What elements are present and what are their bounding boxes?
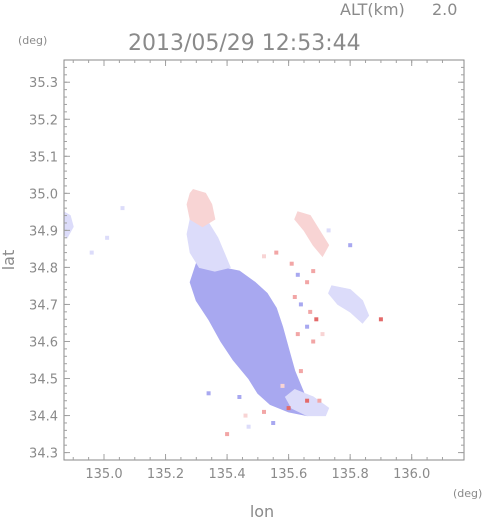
y-tick-label: 34.3 [29,447,58,462]
scatter-point [295,332,300,337]
scatter-point [314,317,319,322]
x-tick-label: 136.0 [393,467,430,482]
scatter-point [295,272,300,277]
scatter-point [292,295,297,299]
altitude-value: 2.0 [432,0,457,19]
map-feature-right-blue-cluster [328,285,370,324]
scatter-point [308,309,313,314]
x-tick-label: 135.4 [208,467,245,482]
y-tick-label: 34.9 [29,224,58,239]
y-axis-label: lat [0,250,18,271]
map-feature-north-red-tip [186,189,216,228]
scatter-point [305,324,310,329]
y-tick-label: 34.7 [29,298,58,313]
scatter-point [311,339,316,344]
x-tick-label: 135.8 [332,467,369,482]
scatter-point [237,395,242,399]
scatter-point [378,317,383,322]
scatter-point [246,424,251,429]
y-tick-label: 34.5 [29,373,58,388]
scatter-point [348,243,353,248]
scatter-point [286,406,291,411]
scatter-point [262,254,266,259]
scatter-point [105,235,110,240]
scatter-point [305,398,310,403]
altitude-label: ALT(km) [340,0,405,19]
scatter-point [326,228,331,233]
scatter-point [298,369,303,374]
scatter-point [289,261,294,266]
y-axis-unit: (deg) [18,34,47,47]
map-features-layer [63,189,370,417]
x-tick-label: 135.6 [270,467,307,482]
x-tick-label: 135.0 [85,467,122,482]
axis-ticks: 135.0 135.2 135.4 135.6 135.8 136.0 34.3 34.4 34… [29,60,464,482]
y-tick-label: 35.3 [29,76,58,91]
scatter-point [298,302,303,307]
y-tick-label: 34.6 [29,335,58,350]
scatter-point [262,409,266,414]
scatter-point [311,269,316,274]
scatter-point [320,332,325,337]
y-tick-label: 35.2 [29,113,58,128]
scatter-point [305,280,310,285]
y-tick-label: 35.1 [29,150,58,165]
scatter-point [317,398,322,403]
scatter-point [89,250,94,255]
scatter-point [274,250,279,255]
plot-frame [63,59,465,461]
scatter-point [243,413,248,418]
scatter-point [280,383,285,388]
scatter-point [271,421,276,425]
x-tick-label: 135.2 [147,467,184,482]
scatter-points-layer [89,206,383,437]
scatter-point [206,391,211,396]
scatter-point [120,206,125,211]
map-feature-upper-right-strip [294,211,330,258]
scatter-point [286,358,291,362]
y-tick-label: 34.4 [29,410,58,425]
x-axis-label: lon [250,502,274,521]
map-feature-upper-blue-light [186,218,231,272]
y-tick-label: 34.8 [29,261,58,276]
x-axis-unit: (deg) [453,487,482,500]
timestamp-title: 2013/05/29 12:53:44 [128,31,361,56]
scatter-point [225,432,230,437]
y-tick-label: 35.0 [29,187,58,202]
